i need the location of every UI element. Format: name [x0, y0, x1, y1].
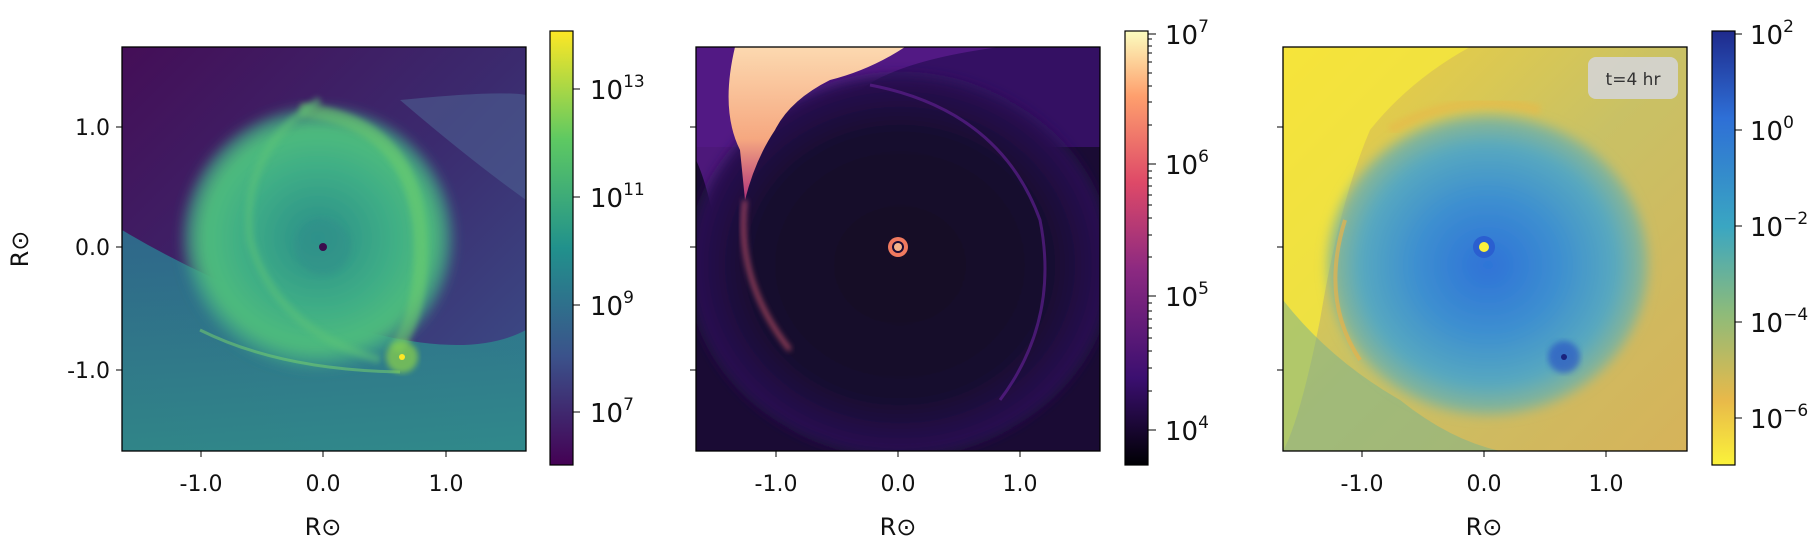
colorbar-tick-label: 1011	[590, 180, 645, 214]
time-annotation: t=4 hr	[1606, 70, 1661, 90]
x-axis-label: R⊙	[880, 513, 917, 541]
colorbar-tick-label: 100	[1750, 113, 1794, 147]
x-tick-label: 0.0	[881, 472, 916, 497]
colorbar-tick-label: 10−2	[1750, 209, 1808, 243]
plot-frame	[1282, 46, 1688, 452]
x-tick-label: 1.0	[429, 472, 464, 497]
x-axis-label: R⊙	[305, 513, 342, 541]
time-badge: t=4 hr	[1588, 57, 1678, 99]
y-ticks	[1277, 126, 1283, 371]
x-axis-label: R⊙	[1466, 513, 1503, 541]
y-ticks: 1.0 0.0 -1.0	[67, 116, 122, 384]
x-ticks: -1.0 0.0 1.0	[755, 451, 1038, 497]
colorbar-ratio: 102 100 10−2 10−4 10−6	[1711, 17, 1808, 466]
colorbar-tick-label: 105	[1165, 279, 1209, 313]
y-ticks	[690, 126, 696, 371]
heatmap-density	[122, 47, 526, 451]
colorbar-ticks	[1735, 33, 1742, 419]
colorbar-tick-label: 104	[1165, 413, 1209, 447]
panel-temperature: -1.0 0.0 1.0 R⊙	[690, 17, 1209, 541]
colorbar-ticks	[1148, 33, 1156, 431]
x-ticks: -1.0 0.0 1.0	[180, 451, 464, 497]
y-tick-label: 1.0	[75, 116, 110, 141]
colorbar-tick-label: 102	[1750, 17, 1794, 51]
x-tick-label: -1.0	[755, 472, 798, 497]
colorbar-tick-label: 10−6	[1750, 401, 1808, 435]
heatmap-ratio	[1283, 47, 1687, 451]
colorbar-tick-label: 10−4	[1750, 305, 1808, 339]
panel-density: 1.0 0.0 -1.0 -1.0 0.0 1.0 R⊙ R⊙ 107 109	[6, 30, 645, 541]
x-tick-label: 0.0	[306, 472, 341, 497]
plot-frame	[121, 46, 527, 452]
heatmap-temperature	[696, 47, 1100, 451]
colorbar-tick-label: 106	[1165, 147, 1209, 181]
panel-ratio: t=4 hr -1.0 0.0 1.0 R⊙ 102	[1277, 17, 1808, 541]
colorbar-density: 107 109 1011 1013	[549, 30, 645, 466]
x-tick-label: 1.0	[1003, 472, 1038, 497]
colorbar-temperature: 104 105 106 107	[1124, 17, 1209, 466]
colorbar-tick-label: 1013	[590, 72, 645, 106]
colorbar-tick-label: 109	[590, 288, 634, 322]
colorbar-ticks	[573, 88, 580, 413]
colorbar-tick-label: 107	[590, 395, 634, 429]
x-ticks: -1.0 0.0 1.0	[1341, 451, 1624, 497]
colorbar-tick-label: 107	[1165, 17, 1209, 51]
x-tick-label: 1.0	[1589, 472, 1624, 497]
y-axis-label: R⊙	[6, 231, 34, 268]
x-tick-label: -1.0	[180, 472, 223, 497]
y-tick-label: -1.0	[67, 359, 110, 384]
x-tick-label: 0.0	[1467, 472, 1502, 497]
y-tick-label: 0.0	[75, 236, 110, 261]
x-tick-label: -1.0	[1341, 472, 1384, 497]
